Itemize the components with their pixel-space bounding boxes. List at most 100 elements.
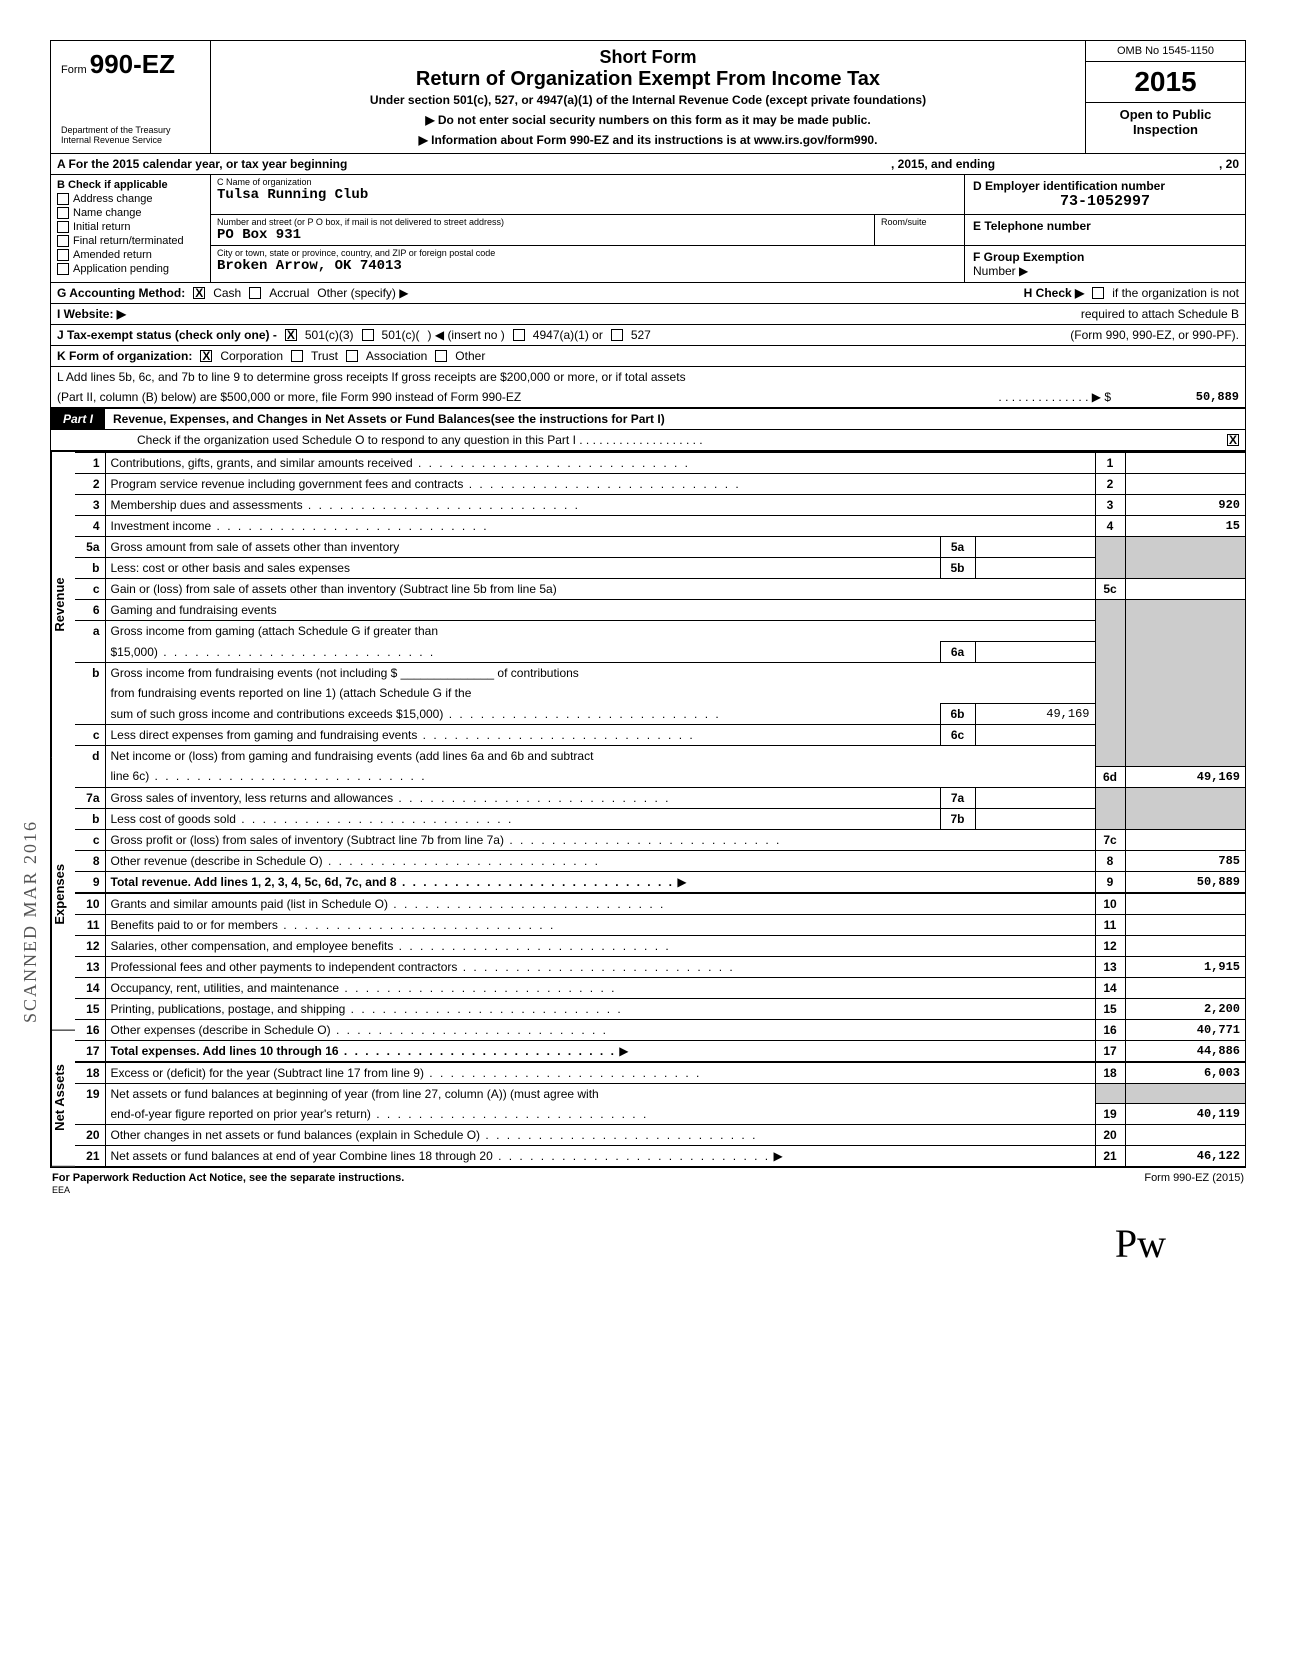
part1-title: Revenue, Expenses, and Changes in Net As… [105,409,1245,429]
chk-schedO[interactable] [1227,434,1239,446]
g-other: Other (specify) ▶ [317,286,408,300]
c-street: PO Box 931 [211,227,874,245]
k-label: K Form of organization: [57,349,192,363]
f-label: F Group Exemption [973,250,1237,264]
c-city-block: City or town, state or province, country… [211,246,965,282]
chk-corp[interactable] [200,350,212,362]
l-arrow: . . . . . . . . . . . . . . ▶ $ [998,390,1111,404]
row-k: K Form of organization: Corporation Trus… [51,346,1245,367]
col-d: D Employer identification number 73-1052… [965,175,1245,215]
chk-h[interactable] [1092,287,1104,299]
l-line2: (Part II, column (B) below) are $500,000… [57,390,521,404]
chk-assoc[interactable] [346,350,358,362]
c-room: Room/suite [875,215,965,245]
chk-accrual[interactable] [249,287,261,299]
col-e: E Telephone number [965,215,1245,245]
row-a-mid: , 2015, and ending [885,154,1085,174]
chk-cash[interactable] [193,287,205,299]
row-a-end: , 20 [1085,154,1245,174]
part1-header: Part I Revenue, Expenses, and Changes in… [51,407,1245,430]
c-name-label: C Name of organization [211,175,964,187]
dept2: Internal Revenue Service [61,135,200,145]
footer-left: For Paperwork Reduction Act Notice, see … [52,1172,404,1184]
row-l1: L Add lines 5b, 6c, and 7b to line 9 to … [51,367,1245,387]
chk-4947[interactable] [513,329,525,341]
f-label2: Number ▶ [973,264,1237,278]
section-bcdef: B Check if applicable Address change Nam… [51,175,1245,283]
g-label: G Accounting Method: [57,286,185,300]
chk-501c[interactable] [362,329,374,341]
chk-initial[interactable]: Initial return [57,221,204,233]
row-a: A For the 2015 calendar year, or tax yea… [51,154,1245,175]
title2: Return of Organization Exempt From Incom… [221,68,1075,91]
omb: OMB No 1545-1150 [1086,41,1245,62]
chk-527[interactable] [611,329,623,341]
footer-eea: EEA [52,1185,70,1195]
form-990ez: Form 990-EZ Department of the Treasury I… [50,40,1246,1168]
row-l2: (Part II, column (B) below) are $500,000… [51,387,1245,407]
dept: Department of the Treasury Internal Reve… [61,125,200,145]
i-label: I Website: ▶ [57,307,126,321]
chk-amended[interactable]: Amended return [57,249,204,261]
row-j: J Tax-exempt status (check only one) - 5… [51,325,1245,346]
header-left: Form 990-EZ Department of the Treasury I… [51,41,211,153]
dept1: Department of the Treasury [61,125,200,135]
c-street-label: Number and street (or P O box, if mail i… [211,215,874,227]
h-text: if the organization is not [1112,286,1239,300]
d-ein: 73-1052997 [973,193,1237,210]
year: 2015 [1086,62,1245,102]
part1-label: Part I [51,409,105,429]
footer: For Paperwork Reduction Act Notice, see … [50,1168,1246,1200]
chk-other[interactable] [435,350,447,362]
row-i: I Website: ▶ required to attach Schedule… [51,304,1245,325]
h-text3: (Form 990, 990-EZ, or 990-PF). [1070,328,1239,342]
scanned-stamp: SCANNED MAR 2016 [20,820,41,1023]
header: Form 990-EZ Department of the Treasury I… [51,41,1245,154]
ledger-table: 1Contributions, gifts, grants, and simil… [75,452,1245,1167]
arrow2: ▶ Information about Form 990-EZ and its … [221,133,1075,147]
col-f: F Group Exemption Number ▶ [965,246,1245,282]
footer-right: Form 990-EZ (2015) [1144,1172,1244,1196]
chk-trust[interactable] [291,350,303,362]
header-right: OMB No 1545-1150 2015 Open to Public Ins… [1085,41,1245,153]
c-city: Broken Arrow, OK 74013 [211,258,964,276]
d-label: D Employer identification number [973,179,1237,193]
row-g: G Accounting Method: Cash Accrual Other … [51,283,1245,304]
c-city-label: City or town, state or province, country… [211,246,964,258]
chk-name[interactable]: Name change [57,207,204,219]
open-public: Open to Public Inspection [1086,102,1245,141]
c-name: Tulsa Running Club [211,187,964,205]
form-no-val: 990-EZ [90,49,175,79]
signature: Pw [50,1200,1246,1267]
open1: Open to Public [1090,107,1241,122]
c-street-block: Number and street (or P O box, if mail i… [211,215,875,245]
e-label: E Telephone number [973,219,1237,233]
b-label: B Check if applicable [57,179,204,191]
ledger: Revenue Expenses Net Assets 1Contributio… [51,451,1245,1167]
j-label: J Tax-exempt status (check only one) - [57,328,277,342]
col-b: B Check if applicable Address change Nam… [51,175,211,282]
arrow1: ▶ Do not enter social security numbers o… [221,113,1075,127]
row-a-begin: A For the 2015 calendar year, or tax yea… [51,154,885,174]
part1-check-text: Check if the organization used Schedule … [57,433,703,447]
part1-check: Check if the organization used Schedule … [51,430,1245,451]
chk-501c3[interactable] [285,329,297,341]
l-amt: 50,889 [1119,390,1239,404]
c-room-label: Room/suite [875,215,964,227]
form-prefix: Form [61,64,87,76]
subtitle: Under section 501(c), 527, or 4947(a)(1)… [221,93,1075,107]
c-name-block: C Name of organization Tulsa Running Clu… [211,175,965,214]
h-text2: required to attach Schedule B [1081,307,1239,321]
side-expenses: Expenses [51,758,75,1031]
h-label: H Check ▶ [1024,286,1085,300]
chk-address[interactable]: Address change [57,193,204,205]
open2: Inspection [1090,122,1241,137]
chk-final[interactable]: Final return/terminated [57,235,204,247]
side-revenue: Revenue [51,452,75,758]
col-c: C Name of organization Tulsa Running Clu… [211,175,1245,282]
form-number: Form 990-EZ [61,49,200,80]
side-netassets: Net Assets [51,1030,75,1167]
header-center: Short Form Return of Organization Exempt… [211,41,1085,153]
chk-pending[interactable]: Application pending [57,263,204,275]
title1: Short Form [221,47,1075,68]
